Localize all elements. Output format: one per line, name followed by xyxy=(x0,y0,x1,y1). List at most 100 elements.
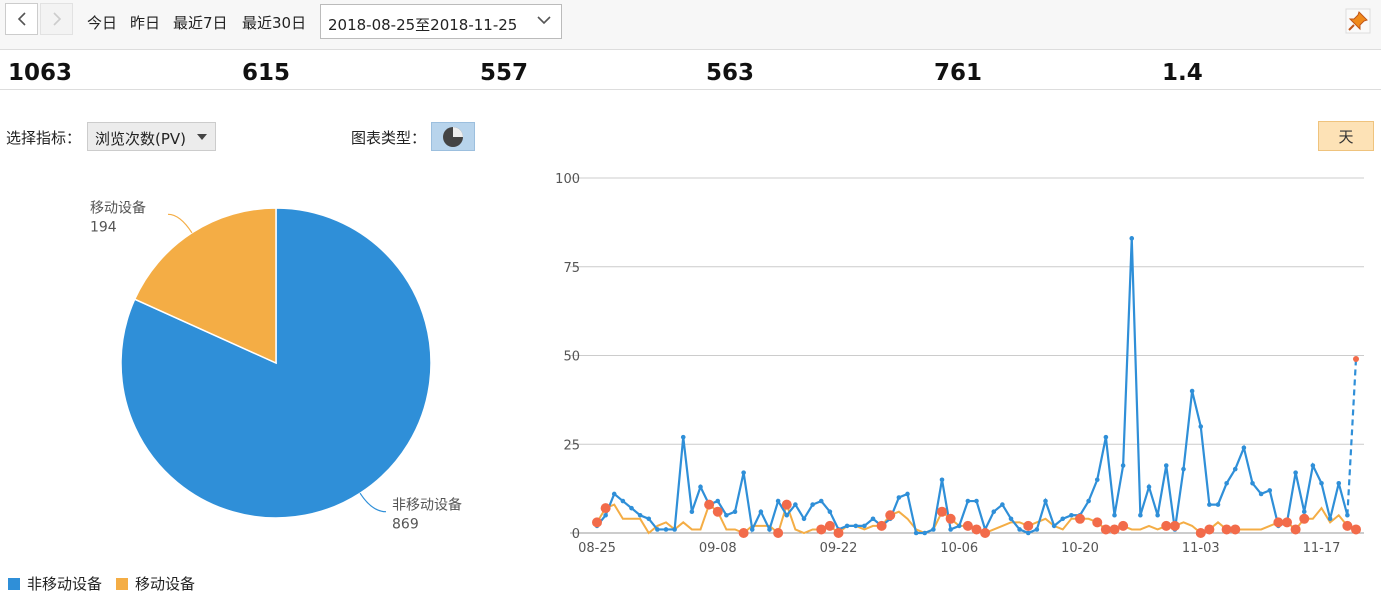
chart-type-button[interactable] xyxy=(431,122,475,151)
data-point xyxy=(1299,513,1310,524)
data-point xyxy=(1327,516,1333,522)
legend-label: 移动设备 xyxy=(135,575,196,593)
pie-chart: 非移动设备 869 移动设备 194 xyxy=(90,199,462,533)
data-point xyxy=(715,498,721,504)
data-point xyxy=(870,516,876,522)
data-point xyxy=(758,509,764,514)
data-point xyxy=(1310,463,1316,468)
pie-label-name: 移动设备 xyxy=(90,199,146,216)
data-point xyxy=(948,527,953,532)
data-point xyxy=(1163,463,1169,468)
x-tick-label: 11-17 xyxy=(1303,541,1341,556)
data-point xyxy=(672,527,677,532)
chart-type-label: 图表类型： xyxy=(351,129,427,147)
data-point xyxy=(1250,481,1255,486)
range-yesterday[interactable]: 昨日 xyxy=(130,14,161,32)
data-point xyxy=(1075,513,1085,524)
date-range-picker[interactable]: 2018-08-25至2018-11-25 xyxy=(320,4,562,39)
range-today[interactable]: 今日 xyxy=(87,14,118,32)
data-point xyxy=(1273,517,1284,528)
data-point xyxy=(1282,517,1292,528)
data-point xyxy=(991,509,997,514)
legend-swatch xyxy=(116,577,129,590)
legend-label: 非移动设备 xyxy=(27,575,103,593)
data-point xyxy=(937,506,947,517)
prev-button[interactable] xyxy=(5,3,38,35)
data-point xyxy=(956,523,962,529)
data-point xyxy=(1224,481,1229,486)
pie-leader-line xyxy=(167,213,193,234)
next-button[interactable] xyxy=(40,3,73,35)
data-point xyxy=(1290,524,1301,535)
data-point xyxy=(962,520,973,531)
data-point xyxy=(1204,524,1215,535)
data-point xyxy=(862,523,867,529)
date-range-value: 2018-08-25至2018-11-25 xyxy=(328,16,518,34)
data-point xyxy=(1008,516,1014,522)
x-tick-label: 11-03 xyxy=(1182,541,1220,556)
data-point xyxy=(784,512,790,518)
granularity-day-button[interactable]: 天 xyxy=(1318,121,1374,151)
data-point xyxy=(816,524,827,535)
data-point xyxy=(1043,498,1048,504)
range-last7[interactable]: 最近7日 xyxy=(173,14,228,32)
data-point xyxy=(1181,466,1186,472)
data-point xyxy=(655,527,660,532)
data-point xyxy=(1351,524,1361,535)
y-tick-label: 25 xyxy=(563,438,580,453)
data-point xyxy=(1146,484,1152,490)
data-point xyxy=(663,527,669,532)
chevron-right-icon xyxy=(52,12,61,26)
data-point xyxy=(922,530,928,536)
data-point xyxy=(1023,520,1034,531)
data-point xyxy=(1221,524,1232,535)
data-point xyxy=(824,520,835,531)
pie-legend: 非移动设备 移动设备 xyxy=(8,573,209,594)
metric-select-value: 浏览次数(PV) xyxy=(95,130,187,148)
data-point xyxy=(1112,512,1117,518)
data-point xyxy=(1120,463,1126,468)
data-point xyxy=(1109,524,1120,535)
data-point xyxy=(600,503,611,514)
data-point xyxy=(680,434,686,440)
data-point xyxy=(1155,512,1160,518)
data-point xyxy=(1025,530,1031,536)
data-point xyxy=(698,484,703,490)
data-point xyxy=(1094,477,1100,483)
data-point xyxy=(853,523,859,529)
divider xyxy=(0,89,1381,90)
data-point xyxy=(965,498,971,504)
data-point xyxy=(833,528,844,538)
data-point xyxy=(1069,512,1074,518)
pie-slice xyxy=(133,207,277,365)
metric-select[interactable]: 浏览次数(PV) xyxy=(87,122,216,151)
data-point xyxy=(1336,481,1342,486)
range-last30[interactable]: 最近30日 xyxy=(242,14,307,32)
x-tick-label: 10-20 xyxy=(1061,541,1099,556)
stat-value: 761 xyxy=(934,60,983,86)
data-point xyxy=(712,506,723,517)
data-point xyxy=(1034,527,1040,532)
data-point xyxy=(781,499,792,510)
data-point xyxy=(913,530,919,536)
data-point xyxy=(603,512,608,518)
data-point xyxy=(741,470,746,475)
y-tick-label: 100 xyxy=(555,172,580,187)
data-point xyxy=(1129,236,1135,241)
legend-item[interactable]: 移动设备 xyxy=(116,573,195,594)
pin-icon[interactable] xyxy=(1345,8,1371,34)
data-point xyxy=(1301,509,1307,514)
data-point xyxy=(611,491,617,497)
data-point xyxy=(1267,488,1273,493)
data-point xyxy=(1319,481,1324,486)
x-tick-label: 09-22 xyxy=(820,541,858,556)
x-tick-label: 08-25 xyxy=(578,541,616,556)
pie-label-value: 869 xyxy=(392,517,419,533)
data-point xyxy=(724,512,729,518)
data-point xyxy=(1118,520,1129,531)
data-point xyxy=(896,495,902,500)
data-point xyxy=(1207,502,1212,507)
stat-value: 1.4 xyxy=(1162,60,1203,86)
data-point xyxy=(1198,424,1204,429)
legend-item[interactable]: 非移动设备 xyxy=(8,573,102,594)
